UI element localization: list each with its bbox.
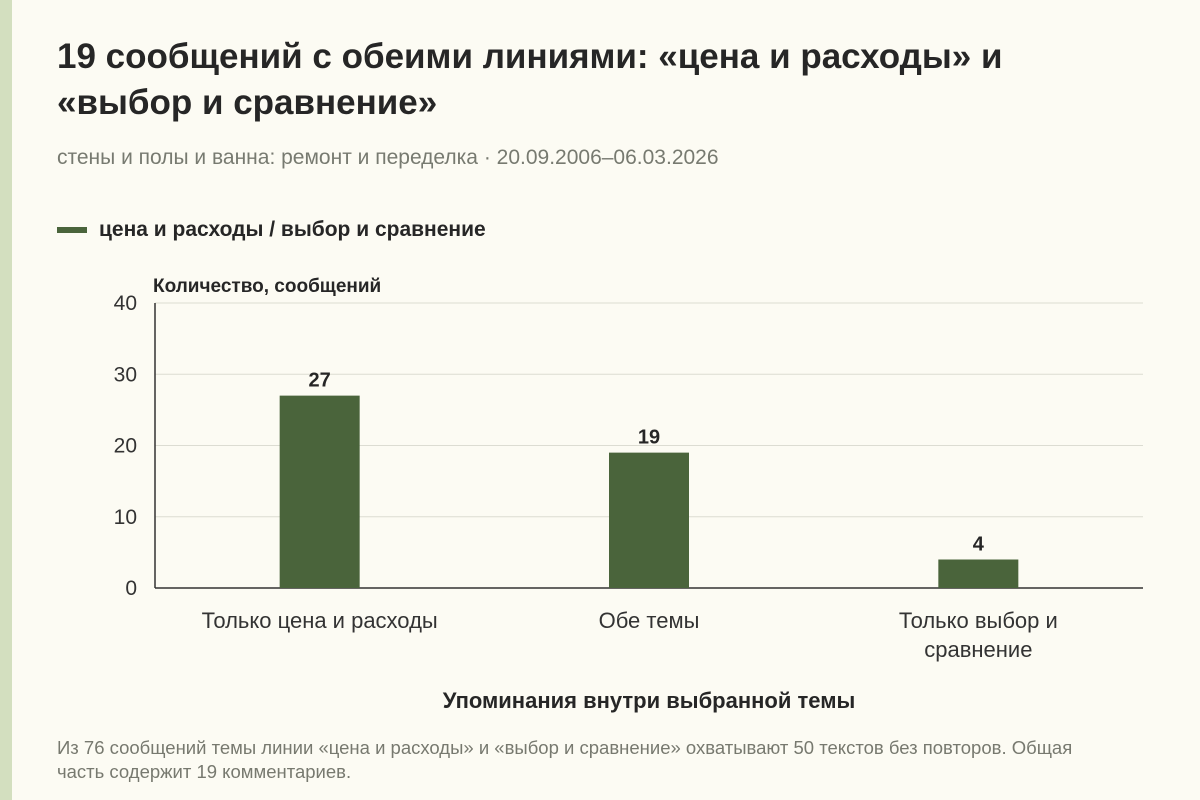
chart-subtitle: стены и полы и ванна: ремонт и переделка… [57,146,719,169]
chart-title: 19 сообщений с обеими линиями: «цена и р… [57,37,1003,122]
bar [279,395,360,588]
legend: цена и расходы / выбор и сравнение [57,218,486,242]
accent-bar [0,0,12,800]
bar [938,559,1019,588]
data-label: 27 [309,370,331,392]
x-tick-label: Только выбор и [899,608,1058,633]
x-axis-label: Упоминания внутри выбранной темы [443,688,856,713]
y-tick-label: 30 [114,363,137,386]
y-tick-label: 40 [114,292,137,315]
x-tick-label: Обе темы [599,608,700,633]
data-label: 19 [638,427,660,449]
y-tick-label: 20 [114,435,137,458]
bar [609,452,689,588]
x-tick-label: сравнение [924,637,1032,662]
legend-label: цена и расходы / выбор и сравнение [99,218,486,241]
y-axis-label: Количество, сообщений [153,276,381,297]
y-tick-label: 0 [125,577,137,600]
y-tick-label: 10 [114,506,137,529]
x-tick-label: Только цена и расходы [202,608,438,633]
footnote: Из 76 сообщений темы линии «цена и расхо… [57,737,1073,782]
legend-swatch [57,227,87,233]
data-label: 4 [973,534,985,556]
